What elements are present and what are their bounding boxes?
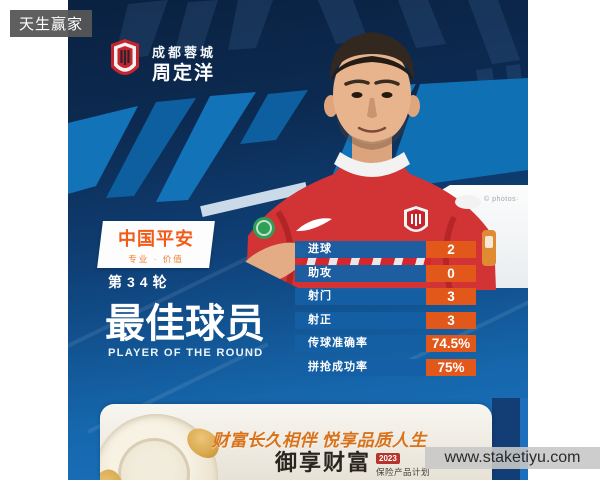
stat-label: 射门: [295, 288, 426, 306]
jade-ornament: [100, 414, 224, 480]
stat-value: 75%: [426, 358, 476, 376]
round-label: 第34轮: [108, 274, 172, 290]
ad-product-row: 御享财富 2023 保险产品计划: [275, 451, 430, 478]
stat-row: 射正 3: [295, 311, 476, 329]
stat-value: 3: [426, 288, 476, 306]
stat-label: 进球: [295, 241, 426, 258]
jade-ornament-inner: [118, 438, 190, 480]
red-ribbon-decoration: [295, 257, 431, 266]
stat-row: 进球 2: [295, 241, 476, 258]
ad-product-name: 御享财富: [275, 450, 372, 475]
player-photo: [238, 32, 496, 290]
stat-label: 传球准确率: [295, 335, 426, 353]
award-subtitle: PLAYER OF THE ROUND: [108, 347, 264, 359]
stat-row: 射门 3: [295, 288, 476, 306]
poster: © photos·: [68, 0, 528, 480]
sponsor-name: 中国平安: [118, 228, 194, 249]
corner-panel: [520, 398, 528, 480]
sponsor-logo: 中国平安 专业 · 价值: [97, 221, 215, 268]
year-badge: 2023: [376, 453, 400, 464]
sponsor-tagline: 专业 · 价值: [128, 253, 184, 264]
club-badge-icon: [111, 39, 139, 75]
award-title: 最佳球员: [105, 302, 265, 346]
watermark-top-left: 天生赢家: [10, 10, 93, 37]
stat-value: 3: [426, 311, 476, 329]
stat-value: 0: [426, 264, 476, 282]
stat-row: 传球准确率 74.5%: [295, 335, 476, 353]
watermark-bottom-right: www.staketiyu.com: [425, 447, 600, 469]
stat-row: 助攻 0: [295, 264, 476, 282]
ad-slogan: 财富长久相伴 悦享品质人生: [212, 431, 427, 450]
stat-label: 拼抢成功率: [295, 358, 426, 376]
stats-table: 进球 2 助攻 0 射门 3 射正 3 传球准确率 74.5% 拼抢成功率 75…: [295, 241, 476, 376]
ad-product-type: 保险产品计划: [376, 467, 431, 477]
photo-credit: © photos·: [484, 196, 519, 203]
stat-label: 射正: [295, 311, 426, 329]
club-name: 成都蓉城: [152, 45, 217, 60]
player-name: 周定洋: [152, 63, 216, 84]
stat-value: 2: [426, 241, 476, 258]
stat-value: 74.5%: [426, 335, 476, 353]
stat-label: 助攻: [295, 264, 426, 282]
stat-row: 拼抢成功率 75%: [295, 358, 476, 376]
